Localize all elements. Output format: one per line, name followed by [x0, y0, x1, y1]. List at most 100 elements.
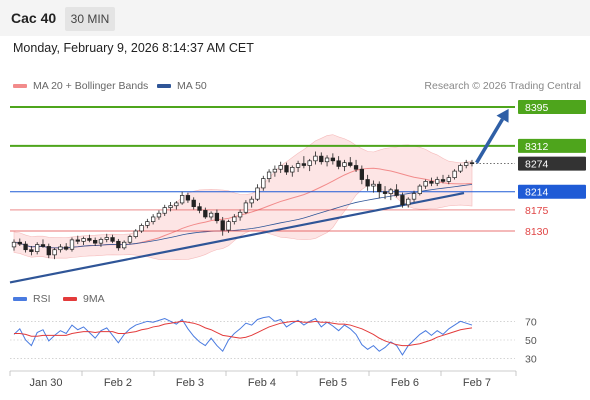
candle-body — [139, 225, 144, 232]
candle-body — [23, 243, 28, 251]
x-tick-label: Feb 5 — [319, 377, 347, 389]
legend-bollinger-label: MA 20 + Bollinger Bands — [33, 80, 149, 92]
candle-body — [75, 239, 80, 242]
candle-body — [133, 230, 138, 237]
candle-body — [284, 165, 289, 173]
x-tick-label: Feb 2 — [104, 377, 132, 389]
candle-body — [174, 202, 179, 207]
candle-body — [290, 167, 295, 173]
copyright-notice: Research © 2026 Trading Central — [424, 80, 581, 92]
x-tick-label: Jan 30 — [29, 377, 62, 389]
candle-body — [394, 189, 399, 196]
level-tag-8395 — [518, 100, 586, 114]
rsi-level-label-50: 50 — [525, 335, 537, 347]
candle-body — [46, 246, 51, 256]
candle-body — [197, 206, 202, 211]
candle-body — [388, 189, 393, 194]
candle-body — [17, 241, 22, 245]
level-label-8274: 8274 — [525, 159, 549, 171]
level-label-8130: 8130 — [525, 226, 549, 238]
instrument-title: Cac 40 — [11, 10, 57, 26]
candle-body — [179, 195, 185, 204]
candle-body — [162, 207, 167, 214]
rsi-ma-line — [14, 320, 473, 347]
candle-body — [365, 179, 370, 187]
candle-body — [81, 238, 86, 242]
candle-body — [371, 183, 376, 187]
x-tick-label: Feb 6 — [391, 377, 419, 389]
rsi-level-label-70: 70 — [525, 316, 537, 328]
candle-body — [122, 241, 127, 249]
candle-body — [203, 210, 208, 218]
candle-body — [220, 220, 225, 231]
candle-body — [266, 171, 272, 179]
legend-ma50: MA 50 — [157, 80, 207, 92]
candle-body — [452, 170, 457, 179]
candle-body — [278, 165, 283, 170]
candle-body — [429, 181, 434, 184]
candle-body — [330, 157, 336, 162]
candle-body — [87, 238, 92, 241]
candle-body — [52, 249, 57, 256]
candle-body — [40, 244, 46, 247]
candle-body — [295, 163, 301, 168]
candle-body — [185, 195, 191, 201]
candle-body — [64, 246, 69, 250]
candle-body — [93, 240, 98, 244]
x-tick-label: Feb 7 — [463, 377, 491, 389]
candle-body — [243, 202, 249, 213]
support-trendline — [9, 192, 465, 284]
candle-body — [191, 199, 196, 208]
rsi-line — [13, 316, 473, 356]
bollinger-swatch — [13, 84, 27, 89]
level-tag-8214 — [518, 184, 586, 199]
candle-body — [272, 168, 278, 173]
candle-body — [168, 205, 173, 208]
candle-body — [336, 160, 341, 167]
candle-body — [348, 162, 353, 166]
legend-rsi-label: RSI — [33, 293, 51, 305]
x-tick-label: Feb 4 — [248, 377, 276, 389]
candle-body — [307, 160, 312, 166]
forecast-arrow-shaft — [475, 118, 505, 164]
candle-body — [440, 179, 446, 182]
candle-body — [301, 163, 307, 166]
candle-body — [150, 216, 156, 222]
ma50-swatch — [157, 84, 171, 89]
candle-body — [469, 162, 475, 164]
candle-body — [359, 168, 364, 180]
candle-body — [232, 216, 237, 222]
candle-body — [237, 211, 243, 218]
legend-ma50-label: MA 50 — [177, 80, 207, 92]
candle-body — [458, 165, 463, 172]
candle-body — [411, 193, 417, 200]
candle-body — [58, 246, 63, 251]
level-label-8175: 8175 — [525, 205, 549, 217]
candle-body — [324, 157, 330, 163]
level-label-8395: 8395 — [525, 102, 549, 114]
candle-body — [435, 179, 440, 184]
legend-rsi-ma-label: 9MA — [83, 293, 105, 305]
candle-body — [116, 240, 121, 249]
legend-bollinger: MA 20 + Bollinger Bands — [13, 80, 148, 92]
last-price-tag — [518, 156, 586, 171]
candle-body — [353, 165, 359, 170]
candle-body — [11, 241, 17, 248]
rsi-ma-swatch — [63, 297, 77, 302]
candle-body — [261, 178, 266, 189]
candle-body — [319, 155, 324, 163]
candle-body — [464, 162, 469, 166]
level-tag-8312 — [518, 138, 586, 153]
candle-body — [98, 239, 104, 244]
candle-body — [377, 183, 382, 193]
candle-body — [127, 236, 133, 243]
timeframe-button[interactable]: 30 MIN — [65, 7, 115, 31]
rsi-swatch — [13, 297, 27, 302]
chart-header: Cac 40 30 MIN — [0, 0, 590, 36]
candle-body — [214, 212, 220, 222]
legend-rsi-ma: 9MA — [63, 293, 105, 305]
candle-body — [255, 187, 260, 200]
candle-body — [29, 249, 34, 252]
candle-body — [249, 198, 254, 204]
